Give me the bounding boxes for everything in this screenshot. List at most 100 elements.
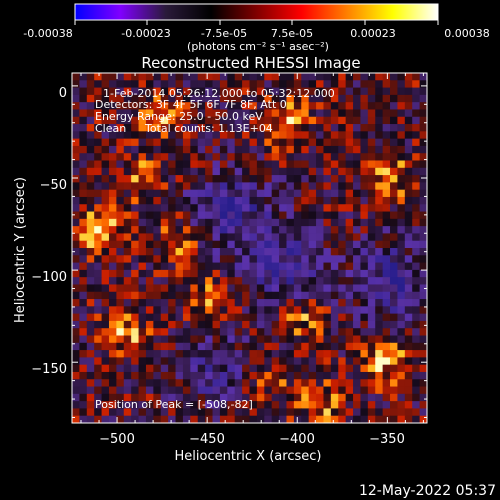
image-pixel	[101, 131, 110, 140]
image-pixel	[145, 306, 154, 315]
image-pixel	[323, 291, 332, 300]
image-pixel	[338, 80, 347, 89]
image-pixel	[160, 196, 169, 205]
image-pixel	[116, 269, 125, 278]
image-pixel	[123, 299, 132, 307]
image-pixel	[345, 153, 354, 162]
image-pixel	[131, 233, 140, 242]
image-pixel	[168, 255, 177, 264]
colorbar-tick-label: 0.00038	[444, 27, 490, 40]
image-pixel	[219, 342, 228, 351]
image-pixel	[286, 218, 295, 227]
image-pixel	[375, 306, 384, 315]
image-pixel	[330, 94, 339, 103]
image-pixel	[256, 401, 265, 410]
image-pixel	[308, 313, 317, 322]
image-pixel	[123, 320, 132, 329]
image-pixel	[404, 248, 413, 256]
image-pixel	[412, 175, 421, 183]
image-pixel	[397, 240, 406, 249]
image-pixel	[397, 87, 406, 96]
image-pixel	[234, 350, 243, 358]
image-pixel	[279, 248, 288, 256]
image-pixel	[94, 211, 103, 220]
image-pixel	[116, 204, 125, 213]
image-pixel	[116, 87, 125, 96]
image-pixel	[256, 364, 265, 373]
image-pixel	[382, 415, 391, 423]
image-pixel	[264, 160, 273, 169]
image-pixel	[219, 131, 228, 140]
image-pixel	[308, 80, 317, 89]
image-pixel	[375, 124, 384, 132]
image-pixel	[293, 386, 302, 395]
image-pixel	[227, 255, 236, 264]
image-pixel	[175, 291, 184, 300]
image-pixel	[286, 401, 295, 410]
image-pixel	[367, 335, 376, 344]
image-pixel	[404, 124, 413, 132]
image-pixel	[242, 145, 251, 154]
image-pixel	[419, 116, 427, 125]
image-pixel	[390, 204, 399, 213]
image-pixel	[219, 145, 228, 154]
image-pixel	[390, 80, 399, 89]
image-pixel	[116, 371, 125, 380]
image-pixel	[197, 116, 206, 125]
image-pixel	[308, 109, 317, 118]
image-pixel	[101, 393, 110, 402]
image-pixel	[86, 226, 95, 235]
image-pixel	[72, 379, 80, 388]
image-pixel	[382, 401, 391, 410]
image-pixel	[360, 371, 369, 380]
image-pixel	[79, 218, 88, 227]
image-pixel	[138, 335, 147, 344]
image-pixel	[108, 102, 117, 111]
image-pixel	[419, 335, 427, 344]
image-pixel	[353, 109, 362, 118]
image-pixel	[316, 342, 325, 351]
image-pixel	[138, 386, 147, 395]
image-pixel	[390, 248, 399, 256]
image-pixel	[227, 284, 236, 293]
image-pixel	[293, 196, 302, 205]
image-pixel	[345, 255, 354, 264]
image-pixel	[197, 182, 206, 191]
image-pixel	[175, 94, 184, 103]
image-pixel	[219, 371, 228, 380]
image-pixel	[160, 350, 169, 358]
image-pixel	[108, 291, 117, 300]
image-pixel	[367, 109, 376, 118]
image-pixel	[293, 167, 302, 176]
image-pixel	[86, 269, 95, 278]
image-pixel	[94, 364, 103, 373]
image-pixel	[234, 277, 243, 286]
image-pixel	[353, 218, 362, 227]
image-pixel	[72, 175, 80, 183]
image-pixel	[308, 94, 317, 103]
image-pixel	[219, 320, 228, 329]
image-pixel	[308, 233, 317, 242]
image-pixel	[360, 386, 369, 395]
image-pixel	[375, 145, 384, 154]
image-pixel	[353, 255, 362, 264]
image-pixel	[116, 277, 125, 286]
image-pixel	[367, 371, 376, 380]
image-pixel	[101, 364, 110, 373]
image-pixel	[219, 102, 228, 111]
image-pixel	[293, 138, 302, 147]
image-pixel	[412, 94, 421, 103]
image-pixel	[145, 262, 154, 271]
image-pixel	[390, 233, 399, 242]
image-pixel	[234, 102, 243, 111]
image-pixel	[219, 233, 228, 242]
image-pixel	[271, 277, 280, 286]
image-pixel	[182, 277, 191, 286]
image-pixel	[286, 131, 295, 140]
image-pixel	[412, 204, 421, 213]
image-pixel	[397, 233, 406, 242]
image-pixel	[242, 255, 251, 264]
image-pixel	[190, 277, 199, 286]
image-pixel	[375, 393, 384, 402]
